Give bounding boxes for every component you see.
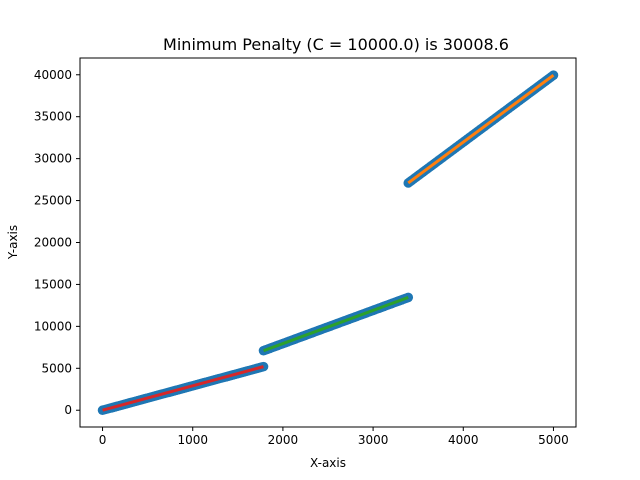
scatter-point	[258, 361, 269, 372]
chart-title: Minimum Penalty (C = 10000.0) is 30008.6	[163, 35, 509, 54]
y-tick-label: 40000	[34, 68, 72, 82]
y-axis-label: Y-axis	[6, 225, 20, 260]
y-tick-label: 15000	[34, 277, 72, 291]
x-tick-label: 1000	[177, 433, 208, 447]
x-tick-label: 5000	[538, 433, 569, 447]
y-tick-label: 25000	[34, 194, 72, 208]
y-tick-label: 5000	[41, 361, 72, 375]
plot-area: 0 1000 2000 3000 4000 5000 0 5000 10000 15000 2000…	[34, 57, 577, 447]
x-tick-label: 2000	[268, 433, 299, 447]
y-tick-label: 10000	[34, 319, 72, 333]
x-tick-label: 3000	[358, 433, 389, 447]
y-tick-label: 20000	[34, 236, 72, 250]
y-tick-label: 35000	[34, 110, 72, 124]
x-tick-label: 4000	[448, 433, 479, 447]
fit-line-1	[102, 365, 264, 412]
y-tick-label: 30000	[34, 152, 72, 166]
fit-line-2	[263, 296, 409, 353]
fit-line-3	[407, 73, 555, 185]
y-tick-label: 0	[64, 403, 72, 417]
x-tick-label: 0	[99, 433, 107, 447]
x-axis-label: X-axis	[310, 456, 346, 470]
